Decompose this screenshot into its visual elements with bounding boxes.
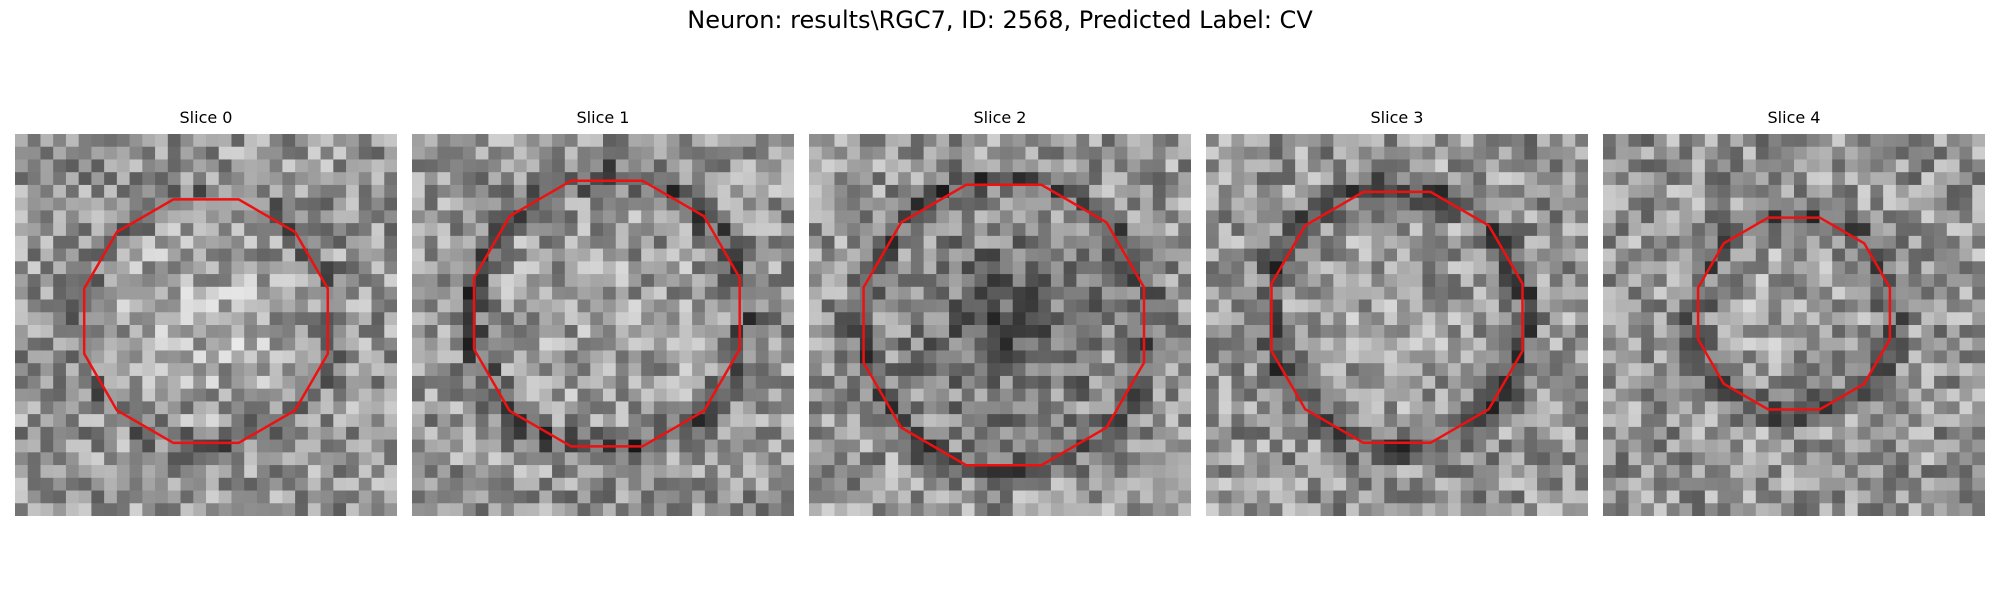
slice-image-2 [809,134,1191,516]
pixel-grid [412,134,794,516]
pixel-grid [1603,134,1985,516]
pixel-grid [15,134,397,516]
slice-image-3 [1206,134,1588,516]
slice-image-0 [15,134,397,516]
figure-title: Neuron: results\RGC7, ID: 2568, Predicte… [0,6,2000,34]
slice-image-1 [412,134,794,516]
slice-title-1: Slice 1 [412,108,794,127]
slice-title-2: Slice 2 [809,108,1191,127]
slice-title-4: Slice 4 [1603,108,1985,127]
pixel-grid [809,134,1191,516]
slice-image-4 [1603,134,1985,516]
slice-title-3: Slice 3 [1206,108,1588,127]
slice-title-0: Slice 0 [15,108,397,127]
